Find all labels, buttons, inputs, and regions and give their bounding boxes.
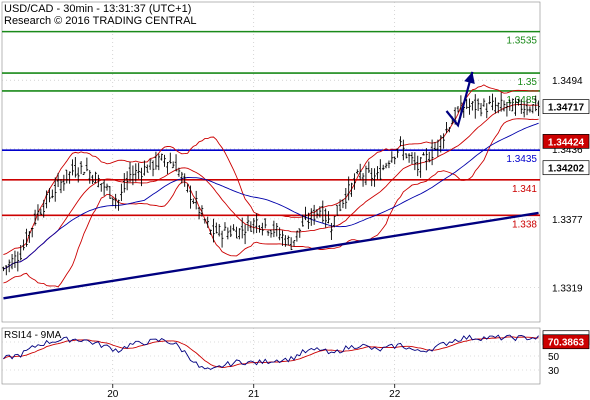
time-tick-label: 22 bbox=[389, 389, 401, 400]
axes: 1.3494 1.3436 1.3377 1.3319 1.34717 1.34424 1.… bbox=[107, 76, 590, 400]
rsi-badge bbox=[542, 334, 590, 350]
level-label: 1.3435 bbox=[506, 154, 537, 165]
price-badge-label: 1.34424 bbox=[548, 137, 585, 148]
price-badge-label: 1.34202 bbox=[548, 164, 585, 175]
rsi-tick-label: 30 bbox=[548, 366, 560, 377]
grid bbox=[1, 1, 541, 385]
rsi-panel: RSI14 - 9MA70503076.117970.3863 bbox=[3, 330, 590, 377]
price-tick-label: 1.3319 bbox=[552, 284, 583, 295]
chart-title: USD/CAD - 30min - 13:31:37 (UTC+1) bbox=[4, 3, 191, 15]
level-label: 1.3485 bbox=[506, 95, 537, 106]
forecast-arrowhead bbox=[464, 71, 475, 84]
forecast-arrow bbox=[445, 71, 474, 128]
chart-subtitle: Research © 2016 TRADING CENTRAL bbox=[4, 15, 197, 27]
price-badge bbox=[542, 134, 590, 149]
level-label: 1.338 bbox=[512, 219, 537, 230]
price-tick-label: 1.3377 bbox=[552, 215, 583, 226]
price-tick-label: 1.3494 bbox=[552, 76, 583, 87]
price-badge bbox=[542, 99, 590, 115]
moving-average-slow bbox=[3, 122, 539, 270]
level-label: 1.35 bbox=[518, 77, 538, 88]
trend-overlays bbox=[3, 71, 539, 300]
price-badge bbox=[542, 160, 590, 176]
price-tick-label: 1.3436 bbox=[552, 145, 583, 156]
level-label: 1.341 bbox=[512, 184, 537, 195]
time-tick-label: 20 bbox=[107, 389, 119, 400]
rsi-line bbox=[3, 334, 539, 370]
trendline bbox=[3, 211, 539, 300]
price-bars bbox=[2, 92, 540, 276]
rsi-label: RSI14 - 9MA bbox=[4, 330, 62, 341]
time-tick-label: 21 bbox=[248, 389, 260, 400]
price-badge-label: 1.34717 bbox=[548, 103, 585, 114]
key-levels: 1.3535 1.35 1.3485 1.3435 1.341 1.338 bbox=[2, 30, 540, 230]
rsi-tick-label: 50 bbox=[548, 352, 560, 363]
price-panel-frame bbox=[1, 1, 541, 323]
bollinger-lower bbox=[3, 118, 539, 288]
rsi-badge-label: 70.3863 bbox=[548, 338, 585, 349]
level-label: 1.3535 bbox=[506, 36, 537, 47]
